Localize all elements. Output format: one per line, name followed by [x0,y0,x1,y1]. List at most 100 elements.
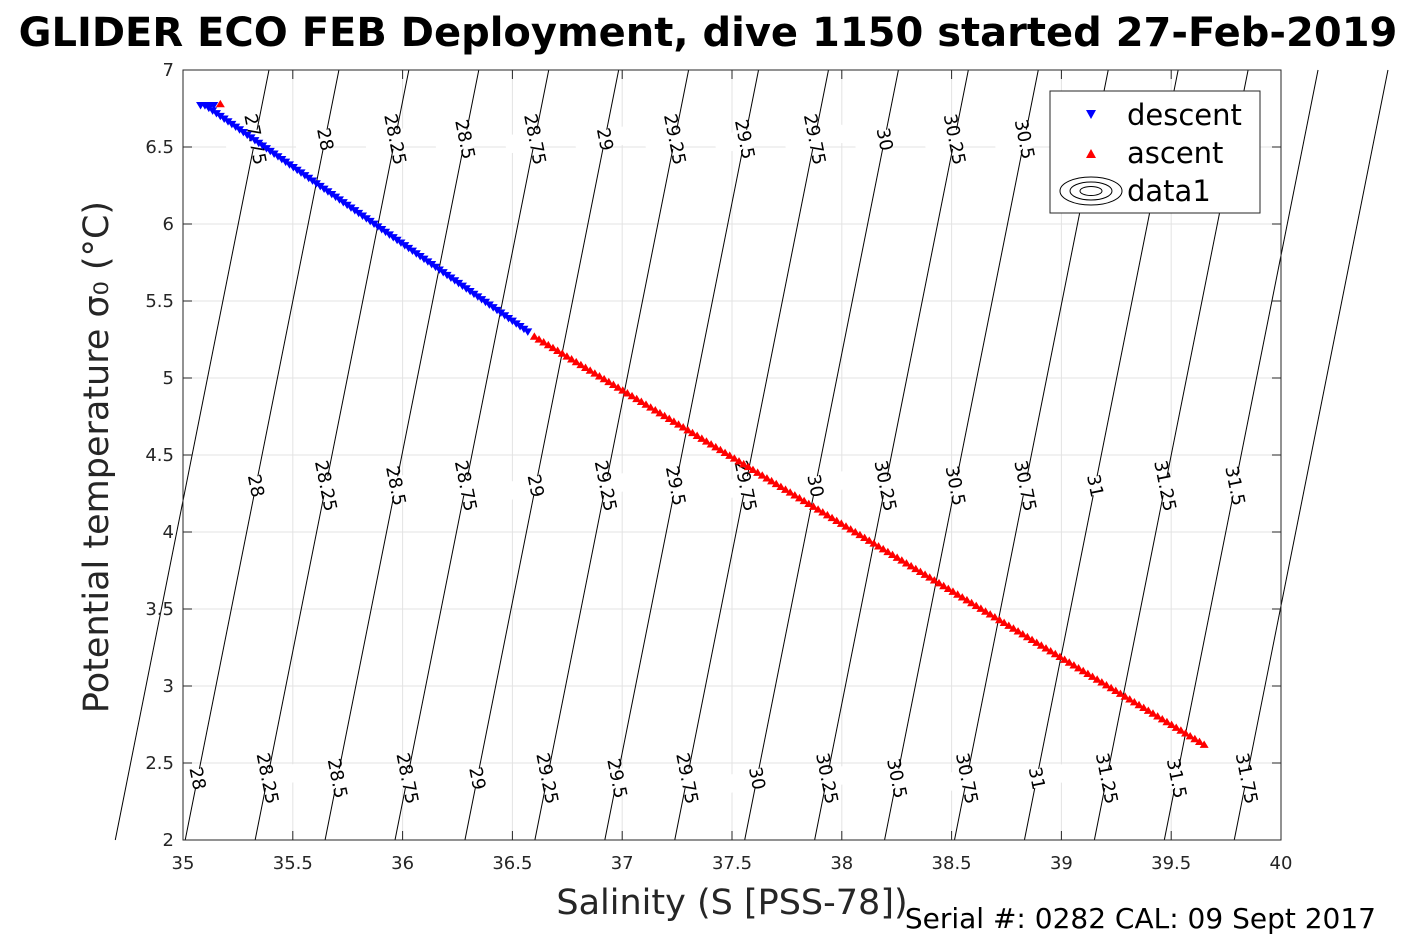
ascent-point [567,355,577,363]
contour-label-gap [725,763,789,794]
contour-label: 30 [872,126,897,153]
ascent-point [860,533,870,542]
ascent-point [822,510,832,519]
ascent-point [1143,706,1153,714]
ascent-point [655,408,665,417]
contour-label-gap [504,471,567,501]
contour-label-gap [994,471,1057,501]
ascent-point [660,411,670,420]
ascent-point [215,99,225,108]
ascent-point [925,573,935,581]
ascent-point [967,598,977,607]
ascent-point [571,357,581,366]
ascent-point [1199,740,1209,748]
ascent-point [1190,734,1200,743]
ascent-point [674,420,684,428]
contour-label-gap [853,124,916,154]
ascent-point [720,448,730,456]
contour-label-gap [503,124,567,154]
ascent-point [585,366,595,374]
ascent-point [999,618,1009,627]
y-tick-label: 2 [163,830,174,851]
ascent-point [1181,729,1191,737]
contour-line [884,69,1039,841]
contour-label-gap [993,124,1056,154]
ascent-point [739,459,749,468]
ascent-point [553,346,563,354]
contour-label-gap [1133,471,1197,501]
contour-label-gap [854,471,917,501]
ascent-point [543,340,553,349]
contour-label: 31 [1024,765,1049,792]
contour-label-gap [1215,763,1278,794]
ascent-point [1194,737,1204,746]
ascent-point [892,553,902,561]
ascent-point [613,383,623,391]
contour-label-gap [515,763,579,794]
ascent-point [581,363,591,371]
contour-line [674,69,829,841]
contour-line [744,69,899,841]
ascent-point [622,389,632,397]
contour-line [254,69,410,841]
contour-label-gap [573,124,637,154]
ascent-point [1008,624,1018,632]
ascent-point [650,406,660,414]
contour-label-gap [1005,763,1068,794]
ascent-point [957,593,967,601]
x-tick-label: 35 [172,853,195,874]
descent-point [209,102,219,110]
contour-label-gap [294,471,358,501]
ascent-point [953,590,963,598]
contour-label: 28 [243,473,268,500]
ascent-point [604,377,614,386]
ascent-point [846,525,856,533]
ascent-point [1083,669,1093,678]
ascent-point [1111,686,1121,695]
ascent-point [776,482,786,490]
ascent-point [962,595,972,604]
ascent-point [1060,655,1070,663]
ascent-point [841,522,851,530]
ascent-point [985,610,995,618]
x-tick-label: 35.5 [273,853,313,874]
ascent-point [813,505,823,513]
ascent-point [557,349,567,357]
contour-label: 31 [1082,473,1107,500]
contour-label: 30 [802,473,827,500]
ascent-point [990,612,1000,621]
ascent-point [1078,666,1088,675]
ascent-point [934,578,944,587]
contour-label-gap [433,124,497,154]
legend-contour-icon [1059,176,1123,206]
ascent-point [743,462,753,471]
ascent-point [599,374,609,383]
ascent-point [901,559,911,567]
legend: descent ascent data1 [1049,90,1261,214]
ascent-point [869,539,879,547]
ascent-point [915,567,925,576]
ascent-point [897,556,907,564]
ascent-point [794,493,804,502]
y-tick-label: 3.5 [145,599,174,620]
contour-label-gap [1145,763,1208,794]
contour-line [604,69,760,841]
ascent-point [1134,700,1144,709]
contour-label-gap [1203,471,1267,501]
contour-label-gap [643,124,706,154]
ascent-point [641,400,651,408]
ascent-point [874,542,884,550]
contour-label-gap [1063,471,1127,501]
contour-line [814,69,969,841]
ascent-point [976,604,986,612]
y-tick-label: 3 [163,676,174,697]
contour-label-gap [924,471,987,501]
ascent-point [1041,644,1051,652]
ascent-point [1032,638,1042,646]
ascent-point [590,369,600,377]
ascent-point [618,386,628,394]
ascent-point [701,437,711,445]
x-tick-label: 38.5 [932,853,972,874]
ascent-point [1092,675,1102,683]
ascent-point [1004,621,1014,629]
